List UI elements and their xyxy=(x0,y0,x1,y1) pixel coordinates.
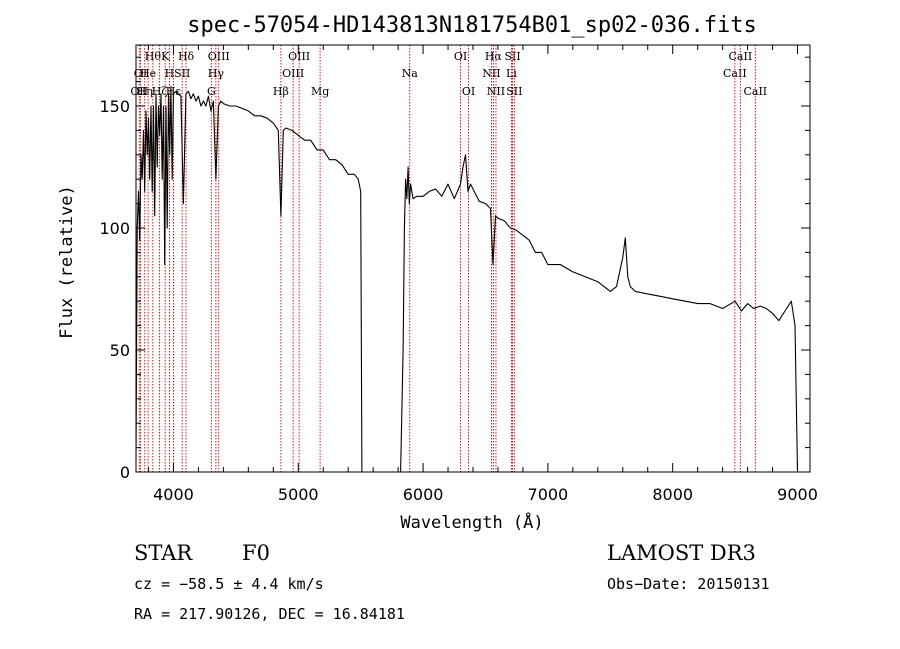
line-marker-label-0: OII xyxy=(130,85,148,98)
x-tick-label-8000: 8000 xyxy=(652,485,693,504)
line-marker-label-18: Na xyxy=(402,67,419,80)
line-marker-label-20: OI xyxy=(462,85,475,98)
series-spectrum xyxy=(135,85,799,473)
line-marker-layer: OIIOIHηHeHθHζKHHεSIIHδGHγOIIIHβOIIIOIIIM… xyxy=(130,45,767,472)
obs-date: Obs−Date: 20150131 xyxy=(607,575,770,593)
object-subclass: F0 xyxy=(242,541,270,565)
line-marker-label-21: NII xyxy=(482,67,500,80)
line-marker-label-9: SII xyxy=(174,67,190,80)
line-marker-label-14: Hβ xyxy=(273,85,289,98)
line-marker-label-2: Hη xyxy=(137,85,153,98)
x-tick-label-4000: 4000 xyxy=(153,485,194,504)
line-marker-label-15: OIII xyxy=(282,67,304,80)
survey-name: LAMOST DR3 xyxy=(607,541,756,565)
chart-title: spec-57054-HD143813N181754B01_sp02-036.f… xyxy=(187,13,757,38)
redshift-info: cz = −58.5 ± 4.4 km/s xyxy=(134,575,324,593)
x-tick-label-5000: 5000 xyxy=(278,485,319,504)
line-marker-label-17: Mg xyxy=(311,85,329,98)
line-marker-label-19: OI xyxy=(454,50,467,63)
axes-layer: 4000 5000 6000 7000 8000 9000 0 50 100 150 xyxy=(99,44,818,504)
x-tick-label-7000: 7000 xyxy=(528,485,569,504)
line-marker-label-26: SII xyxy=(506,85,522,98)
coordinates: RA = 217.90126, DEC = 16.84181 xyxy=(134,605,405,623)
line-marker-label-28: CaII xyxy=(729,50,753,63)
line-marker-label-4: Hθ xyxy=(145,50,162,63)
line-marker-label-16: OIII xyxy=(288,50,310,63)
y-tick-label-100: 100 xyxy=(99,219,130,238)
line-marker-label-1: OI xyxy=(134,67,147,80)
x-tick-label-9000: 9000 xyxy=(777,485,818,504)
plot-frame xyxy=(135,44,811,473)
line-marker-label-25: SII xyxy=(504,50,520,63)
line-marker-label-8: Hε xyxy=(166,85,182,98)
line-marker-label-13: OIII xyxy=(208,50,230,63)
line-marker-label-22: Hα xyxy=(485,50,503,63)
line-marker-label-11: G xyxy=(207,85,216,98)
line-marker-label-12: Hγ xyxy=(208,67,225,80)
x-axis-label: Wavelength (Å) xyxy=(400,511,543,533)
line-marker-label-6: K xyxy=(161,50,170,63)
line-marker-label-24: Li xyxy=(506,67,517,80)
line-marker-label-27: CaII xyxy=(723,67,747,80)
line-marker-label-3: He xyxy=(140,67,156,80)
line-marker-label-10: Hδ xyxy=(178,50,195,63)
object-class: STAR xyxy=(134,541,193,565)
y-axis-label: Flux (relative) xyxy=(57,185,77,339)
y-tick-label-150: 150 xyxy=(99,97,130,116)
line-marker-label-29: CaII xyxy=(743,85,767,98)
series-layer xyxy=(135,85,799,473)
y-tick-label-50: 50 xyxy=(110,341,130,360)
line-marker-label-7: H xyxy=(165,67,175,80)
x-tick-label-6000: 6000 xyxy=(403,485,444,504)
line-marker-label-23: NII xyxy=(487,85,505,98)
y-tick-label-0: 0 xyxy=(120,463,130,482)
